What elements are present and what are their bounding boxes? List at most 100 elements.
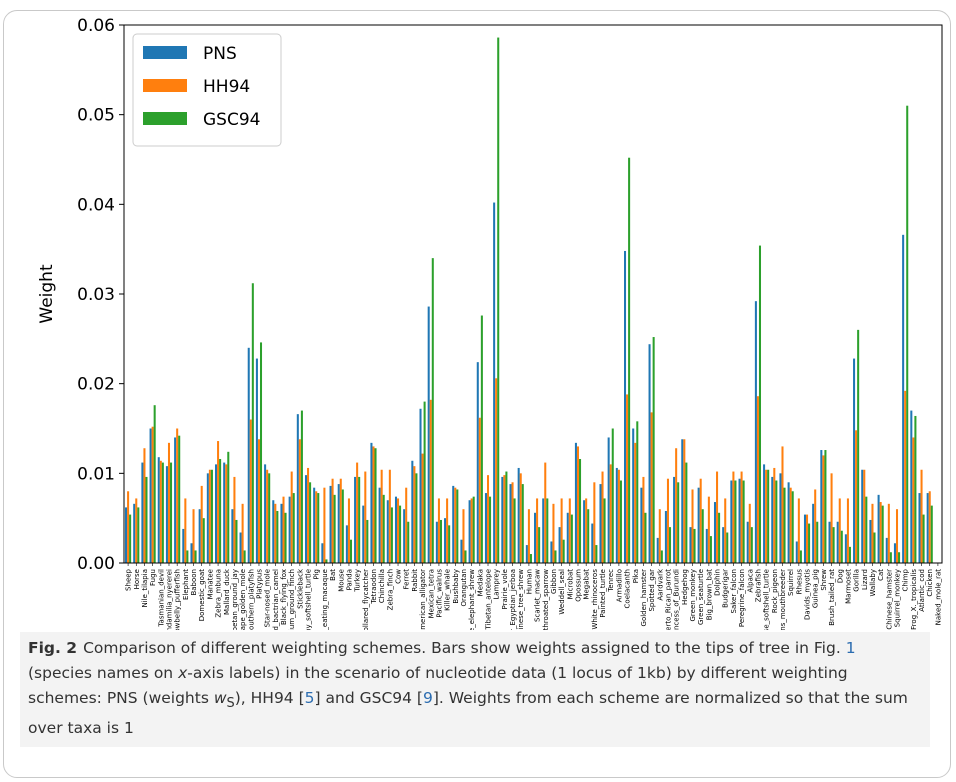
bar-hh94-2: [143, 448, 146, 563]
bar-hh94-25: [331, 478, 334, 563]
bar-pns-24: [321, 543, 324, 563]
bar-pns-92: [877, 494, 880, 563]
x-tick-label-11: Zebra_mbuna: [215, 569, 223, 618]
x-tick-label-24: Crab_eating_macaque: [321, 569, 329, 630]
bar-hh94-19: [282, 496, 285, 563]
bar-hh94-86: [830, 473, 833, 563]
bar-pns-30: [370, 442, 373, 563]
bar-hh94-58: [601, 471, 604, 563]
bar-hh94-60: [617, 469, 620, 563]
bar-pns-12: [223, 462, 226, 563]
bar-gsc94-42: [472, 496, 475, 563]
bar-pns-58: [599, 484, 602, 563]
bar-gsc94-30: [374, 448, 377, 563]
bar-hh94-97: [920, 469, 923, 563]
bar-hh94-85: [822, 455, 825, 563]
bar-gsc94-74: [734, 480, 737, 563]
y-tick-label-6: 0.06: [77, 16, 115, 36]
bar-hh94-46: [503, 475, 506, 563]
x-tick-label-91: Wallaby: [869, 569, 877, 597]
bar-hh94-40: [454, 487, 457, 563]
bar-pns-75: [738, 478, 741, 563]
bar-gsc94-94: [898, 552, 901, 563]
x-tick-label-86: Brush_tailed_rat: [828, 569, 836, 626]
bar-pns-56: [583, 500, 586, 563]
bar-pns-43: [476, 362, 479, 563]
bar-pns-42: [468, 500, 471, 563]
bar-pns-71: [705, 528, 708, 563]
bar-pns-95: [902, 234, 905, 563]
bar-pns-61: [624, 250, 627, 563]
bar-hh94-39: [446, 498, 449, 563]
caption-ref-fig1[interactable]: 1: [845, 639, 856, 657]
x-tick-label-80: Burtons_mouthbreeder: [779, 569, 787, 630]
bar-gsc94-0: [129, 514, 132, 563]
bar-pns-19: [280, 503, 283, 563]
x-tick-label-45: Lamprey: [493, 569, 501, 600]
x-tick-label-48: Chinese_tree_shrew: [517, 569, 525, 630]
x-tick-label-0: Sheep: [125, 568, 133, 590]
x-tick-label-71: Big_brown_bat: [705, 569, 713, 621]
bar-gsc94-58: [603, 498, 606, 563]
bar-hh94-6: [176, 428, 179, 563]
bar-pns-50: [534, 512, 537, 563]
bar-pns-35: [411, 460, 414, 563]
bar-pns-70: [697, 487, 700, 563]
bar-hh94-74: [732, 471, 735, 563]
bar-hh94-36: [421, 453, 424, 563]
x-tick-label-87: Dog: [836, 569, 844, 583]
bar-hh94-53: [560, 498, 563, 563]
bar-gsc94-20: [292, 493, 295, 563]
bar-hh94-68: [683, 439, 686, 563]
bar-pns-31: [378, 487, 381, 563]
bar-hh94-71: [707, 496, 710, 563]
bar-pns-84: [812, 503, 815, 563]
legend-label-pns: PNS: [203, 44, 237, 64]
bar-gsc94-81: [791, 491, 794, 563]
bar-pns-98: [926, 493, 929, 563]
bar-hh94-52: [552, 503, 555, 563]
bar-gsc94-6: [178, 435, 181, 563]
bar-pns-45: [493, 202, 496, 564]
x-tick-label-78: Chinese_softshell_turtle: [763, 569, 771, 630]
bar-gsc94-79: [775, 480, 778, 563]
bar-gsc94-31: [382, 494, 385, 563]
bar-gsc94-55: [579, 458, 582, 563]
bar-gsc94-3: [153, 405, 156, 563]
bar-pns-40: [452, 485, 455, 563]
bar-hh94-44: [486, 475, 490, 563]
bar-pns-69: [689, 527, 692, 563]
bar-gsc94-22: [309, 482, 312, 563]
caption-ref-5[interactable]: 5: [304, 689, 315, 707]
plot-frame: [123, 24, 943, 564]
bar-hh94-72: [716, 471, 719, 563]
bar-gsc94-39: [448, 525, 451, 563]
x-tick-label-58: Painted_turtle: [599, 569, 607, 618]
caption-ref-9[interactable]: 9: [422, 689, 433, 707]
x-tick-label-20: Medium_ground_finch: [288, 569, 296, 630]
bar-hh94-7: [184, 498, 187, 563]
bar-gsc94-60: [619, 480, 622, 563]
bar-gsc94-63: [644, 512, 647, 563]
bar-pns-81: [787, 482, 790, 563]
bar-pns-73: [722, 527, 725, 563]
x-tick-label-22: Spiny_softshell_turtle: [305, 569, 313, 630]
bar-pns-44: [484, 493, 487, 563]
bar-gsc94-80: [783, 487, 786, 563]
bar-gsc94-5: [170, 462, 173, 563]
bar-pns-6: [174, 437, 177, 563]
x-tick-label-98: Chicken: [926, 569, 934, 597]
bar-pns-52: [550, 541, 553, 563]
x-tick-label-60: Armadillo: [615, 569, 623, 602]
bar-pns-59: [607, 437, 610, 563]
bar-pns-72: [713, 502, 717, 563]
bar-hh94-47: [511, 482, 514, 563]
bar-hh94-26: [339, 478, 342, 563]
bar-pns-34: [403, 509, 406, 563]
x-tick-label-79: Rock_pigeon: [771, 569, 779, 613]
bar-hh94-89: [855, 430, 858, 563]
bar-hh94-82: [797, 498, 800, 563]
bar-pns-13: [231, 509, 234, 563]
bar-pns-62: [632, 428, 635, 563]
x-tick-label-13: Tibetan_ground_jay: [231, 569, 239, 630]
